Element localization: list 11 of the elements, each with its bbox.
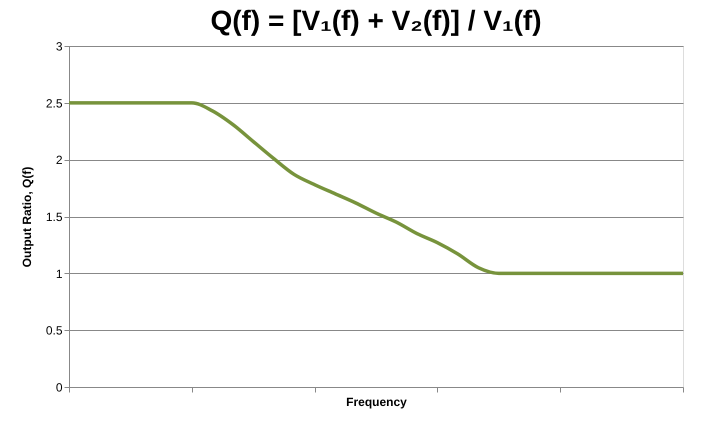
x-axis-title: Frequency — [346, 395, 408, 409]
chart-title: Q(f) = [V₁(f) + V₂(f)] / V₁(f) — [210, 5, 542, 36]
y-tick-label: 3 — [56, 40, 63, 54]
y-axis-title: Output Ratio, Q(f) — [20, 166, 34, 268]
y-tick-label: 0.5 — [46, 324, 63, 338]
y-tick-label: 1.5 — [46, 210, 63, 224]
line-series — [67, 101, 685, 276]
y-tick-label: 2.5 — [46, 96, 63, 110]
y-tick-label: 0 — [56, 380, 63, 394]
y-tick-label: 1 — [56, 266, 63, 281]
y-tick-label: 2 — [56, 153, 63, 168]
